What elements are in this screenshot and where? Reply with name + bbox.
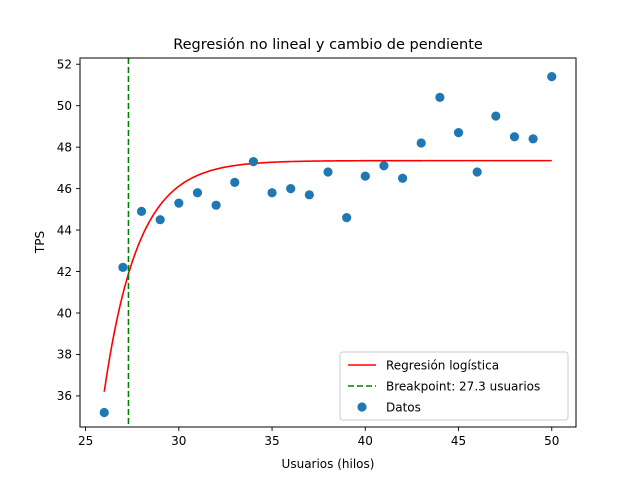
y-tick-label: 42 <box>57 265 72 279</box>
x-axis-label: Usuarios (hilos) <box>282 457 375 471</box>
legend-label: Datos <box>386 400 421 414</box>
data-point <box>435 92 445 102</box>
x-tick-label: 35 <box>264 434 279 448</box>
legend: Regresión logística Breakpoint: 27.3 usua… <box>339 351 569 421</box>
plot-area <box>99 58 557 427</box>
axes-frame <box>79 57 577 428</box>
series-line-regresion-logistica <box>103 159 552 392</box>
y-tick-label: 36 <box>57 389 72 403</box>
y-tick-label: 52 <box>57 58 72 72</box>
x-tick-label: 30 <box>171 434 186 448</box>
data-point <box>155 215 165 225</box>
y-tick-label: 48 <box>57 140 72 154</box>
legend-label: Breakpoint: 27.3 usuarios <box>386 379 540 393</box>
data-point <box>342 213 352 223</box>
data-point <box>136 206 147 216</box>
data-point <box>248 157 259 167</box>
data-point <box>453 128 464 138</box>
legend-box <box>339 351 569 421</box>
data-point <box>211 200 221 210</box>
data-point <box>286 184 296 194</box>
data-point <box>491 111 501 121</box>
data-point <box>360 171 370 181</box>
data-point <box>304 190 314 200</box>
data-point <box>192 188 203 198</box>
y-tick-label: 46 <box>57 182 72 196</box>
data-point <box>230 177 240 187</box>
axis-ticks: 25 30 35 40 45 50 36 38 40 42 44 46 48 50 52 <box>57 58 560 448</box>
data-point <box>99 407 109 418</box>
y-tick-label: 40 <box>57 306 72 320</box>
y-tick-label: 38 <box>57 348 72 362</box>
x-tick-label: 40 <box>358 434 373 448</box>
x-tick-label: 25 <box>78 434 93 448</box>
data-point <box>416 138 426 148</box>
y-tick-label: 44 <box>57 223 72 237</box>
y-axis-label: TPS <box>33 231 47 254</box>
data-point <box>472 167 482 177</box>
data-point <box>118 262 128 272</box>
data-point <box>379 161 389 171</box>
data-point <box>323 167 333 177</box>
data-point <box>528 134 538 144</box>
legend-label: Regresión logística <box>386 358 499 372</box>
data-point <box>547 72 557 82</box>
data-point <box>397 173 408 183</box>
x-tick-label: 50 <box>544 434 559 448</box>
data-point <box>174 198 184 208</box>
chart-title: Regresión no lineal y cambio de pendient… <box>173 37 483 53</box>
data-point <box>267 188 277 198</box>
x-tick-label: 45 <box>451 434 466 448</box>
data-point <box>509 132 520 142</box>
legend-swatch-point <box>357 402 367 412</box>
y-tick-label: 50 <box>57 99 72 113</box>
